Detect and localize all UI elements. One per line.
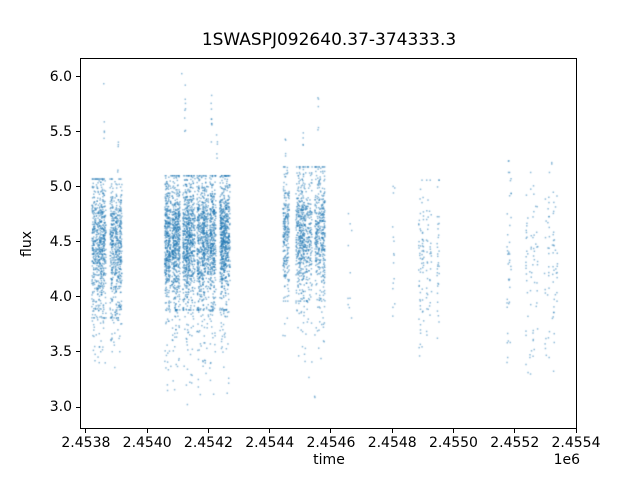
x-tick-label: 2.4548 — [367, 435, 417, 451]
x-axis-label: time — [313, 452, 345, 468]
y-tick-label: 5.0 — [49, 178, 72, 195]
y-tick-mark — [76, 296, 80, 298]
x-tick-mark — [391, 429, 393, 433]
x-tick-label: 2.4544 — [245, 435, 295, 451]
x-tick-mark — [146, 429, 148, 433]
y-tick-mark — [76, 241, 80, 243]
y-tick-mark — [76, 76, 80, 78]
y-tick-label: 4.0 — [49, 288, 72, 305]
y-tick-mark — [76, 131, 80, 133]
plot-border — [80, 58, 577, 429]
y-tick-mark — [76, 186, 80, 188]
x-tick-label: 2.4550 — [428, 435, 478, 451]
y-tick-label: 3.0 — [49, 399, 72, 416]
x-tick-mark — [269, 429, 271, 433]
x-tick-mark — [514, 429, 516, 433]
y-tick-label: 4.5 — [49, 233, 72, 250]
y-tick-label: 6.0 — [49, 68, 72, 85]
y-tick-mark — [76, 351, 80, 353]
x-tick-label: 2.4554 — [551, 435, 601, 451]
x-tick-label: 2.4552 — [490, 435, 540, 451]
x-tick-mark — [575, 429, 577, 433]
x-tick-label: 2.4540 — [122, 435, 172, 451]
y-tick-label: 5.5 — [49, 123, 72, 140]
x-tick-mark — [330, 429, 332, 433]
x-tick-label: 2.4538 — [61, 435, 111, 451]
y-tick-label: 3.5 — [49, 343, 72, 360]
x-tick-label: 2.4546 — [306, 435, 356, 451]
y-axis-label: flux — [19, 231, 35, 257]
x-axis-offset-label: 1e6 — [553, 452, 580, 468]
x-tick-mark — [452, 429, 454, 433]
x-tick-mark — [85, 429, 87, 433]
x-tick-mark — [207, 429, 209, 433]
y-tick-mark — [76, 406, 80, 408]
x-tick-label: 2.4542 — [183, 435, 233, 451]
